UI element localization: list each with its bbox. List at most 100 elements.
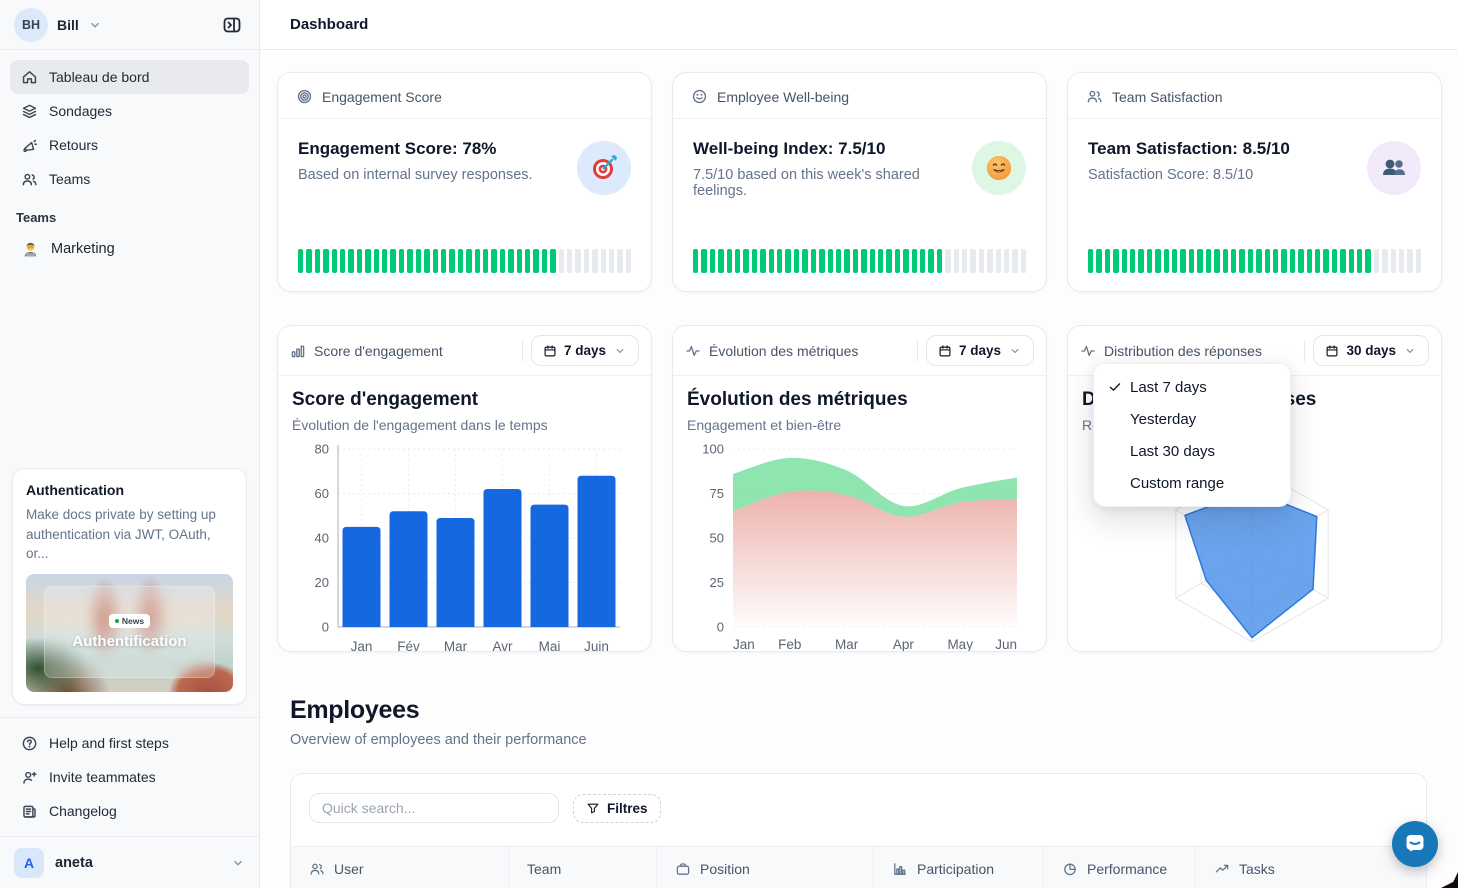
progress-segment (1088, 249, 1094, 273)
sidebar-footer: Help and first steps Invite teammates Ch… (0, 717, 259, 836)
news-badge: News (108, 614, 151, 628)
progress-segment (1121, 249, 1128, 273)
promo-image-caption: Authentification (72, 633, 187, 650)
progress-segment (314, 249, 321, 273)
sidebar-item-feedback[interactable]: Retours (10, 128, 249, 162)
progress-segment (457, 249, 464, 273)
stat-card-header: Team Satisfaction (1068, 73, 1441, 119)
chart-subtitle: Évolution de l'engagement dans le temps (292, 417, 548, 433)
progress-segment (449, 249, 455, 273)
progress-segment (970, 249, 976, 273)
satisfaction-progress-bar (1088, 249, 1422, 273)
users-icon (310, 863, 324, 875)
progress-segment (1214, 249, 1220, 273)
menu-item-custom-range[interactable]: Custom range (1094, 467, 1290, 499)
sidebar-item-help[interactable]: Help and first steps (10, 726, 249, 760)
check-icon (1108, 380, 1130, 394)
column-header-participation[interactable]: Participation (874, 847, 1044, 888)
sidebar-item-invite[interactable]: Invite teammates (10, 760, 249, 794)
range-selector-button[interactable]: 30 days (1313, 335, 1429, 366)
stat-cards-row: Engagement Score Engagement Score: 78% B… (277, 72, 1442, 292)
smile-icon (692, 89, 707, 104)
column-header-user[interactable]: User (291, 847, 509, 888)
workspace-switcher[interactable]: A aneta (0, 836, 259, 888)
sidebar-item-team-marketing[interactable]: Marketing (10, 231, 249, 267)
stat-card-body: Well-being Index: 7.5/10 7.5/10 based on… (673, 119, 1046, 199)
progress-segment (567, 249, 573, 273)
progress-segment (407, 249, 413, 273)
sidebar-nav: Tableau de bord Sondages Retours Teams (0, 50, 259, 196)
promo-image-overlay: News Authentification (44, 586, 215, 678)
progress-segment (600, 249, 607, 273)
progress-segment (1239, 249, 1245, 273)
stat-card-body: Engagement Score: 78% Based on internal … (278, 119, 651, 195)
progress-segment (1230, 249, 1237, 273)
employees-title: Employees (290, 696, 420, 724)
promo-card-authentication[interactable]: Authentication Make docs private by sett… (12, 468, 247, 705)
column-header-team[interactable]: Team (509, 847, 657, 888)
progress-segment (1222, 249, 1228, 273)
funnel-icon (587, 803, 599, 814)
svg-text:50: 50 (710, 531, 724, 546)
progress-segment (390, 249, 396, 273)
progress-segment (499, 249, 506, 273)
filters-button[interactable]: Filtres (573, 793, 661, 823)
chart-title: Évolution des métriques (687, 389, 908, 410)
sidebar-item-surveys[interactable]: Sondages (10, 94, 249, 128)
progress-segment (1096, 249, 1102, 273)
svg-text:Feb: Feb (778, 637, 801, 652)
menu-item-last-30-days[interactable]: Last 30 days (1094, 435, 1290, 467)
progress-segment (1205, 249, 1212, 273)
page-title: Dashboard (290, 16, 369, 33)
divider (916, 339, 918, 362)
progress-segment (331, 249, 338, 273)
column-header-position[interactable]: Position (657, 847, 874, 888)
column-header-performance[interactable]: Performance (1044, 847, 1196, 888)
sidebar-item-changelog[interactable]: Changelog (10, 794, 249, 828)
progress-segment (793, 249, 800, 273)
stat-card-engagement: Engagement Score Engagement Score: 78% B… (277, 72, 652, 292)
promo-image: News Authentification (26, 574, 233, 692)
promo-body: Make docs private by setting up authenti… (26, 507, 216, 562)
svg-text:20: 20 (315, 575, 329, 590)
sidebar-user-row[interactable]: BH Bill (0, 0, 259, 50)
menu-item-last-7-days[interactable]: Last 7 days (1094, 371, 1290, 403)
column-header-tasks[interactable]: Tasks (1196, 847, 1426, 888)
chevron-down-icon (90, 22, 99, 28)
search-input[interactable] (309, 793, 559, 823)
nav-label: Tableau de bord (49, 69, 150, 85)
progress-segment (1314, 249, 1321, 273)
progress-segment (348, 249, 354, 273)
layers-icon (22, 104, 37, 118)
progress-segment (1130, 249, 1136, 273)
chevron-down-icon (616, 348, 624, 353)
stat-card-title: Team Satisfaction (1112, 88, 1223, 105)
progress-segment (709, 249, 716, 273)
chart-title: Score d'engagement (292, 389, 479, 410)
progress-segment (440, 249, 447, 273)
employees-subtitle: Overview of employees and their performa… (290, 732, 587, 748)
range-selector-button[interactable]: 7 days (925, 335, 1034, 366)
progress-segment (1272, 249, 1279, 273)
chart-card-engagement-score: Score d'engagement 7 days Score d'engage… (277, 325, 652, 652)
progress-segment (1289, 249, 1296, 273)
range-selector-button[interactable]: 7 days (530, 335, 639, 366)
chat-launcher-button[interactable] (1392, 821, 1438, 867)
employees-panel: Filtres User Team Position (290, 773, 1427, 888)
menu-item-yesterday[interactable]: Yesterday (1094, 403, 1290, 435)
sidebar-collapse-button[interactable] (217, 10, 247, 40)
chart-card-header: Évolution des métriques 7 days (673, 326, 1046, 376)
chevron-down-icon (1011, 348, 1019, 353)
divider (521, 339, 523, 362)
progress-segment (1172, 249, 1178, 273)
sidebar-item-teams[interactable]: Teams (10, 162, 249, 196)
target-icon (297, 89, 312, 104)
progress-segment (1348, 249, 1354, 273)
progress-segment (550, 249, 556, 273)
progress-segment (1264, 249, 1270, 273)
progress-segment (1004, 249, 1010, 273)
progress-segment (482, 249, 489, 273)
sidebar-item-dashboard[interactable]: Tableau de bord (10, 60, 249, 94)
progress-segment (541, 249, 548, 273)
progress-segment (962, 249, 968, 273)
